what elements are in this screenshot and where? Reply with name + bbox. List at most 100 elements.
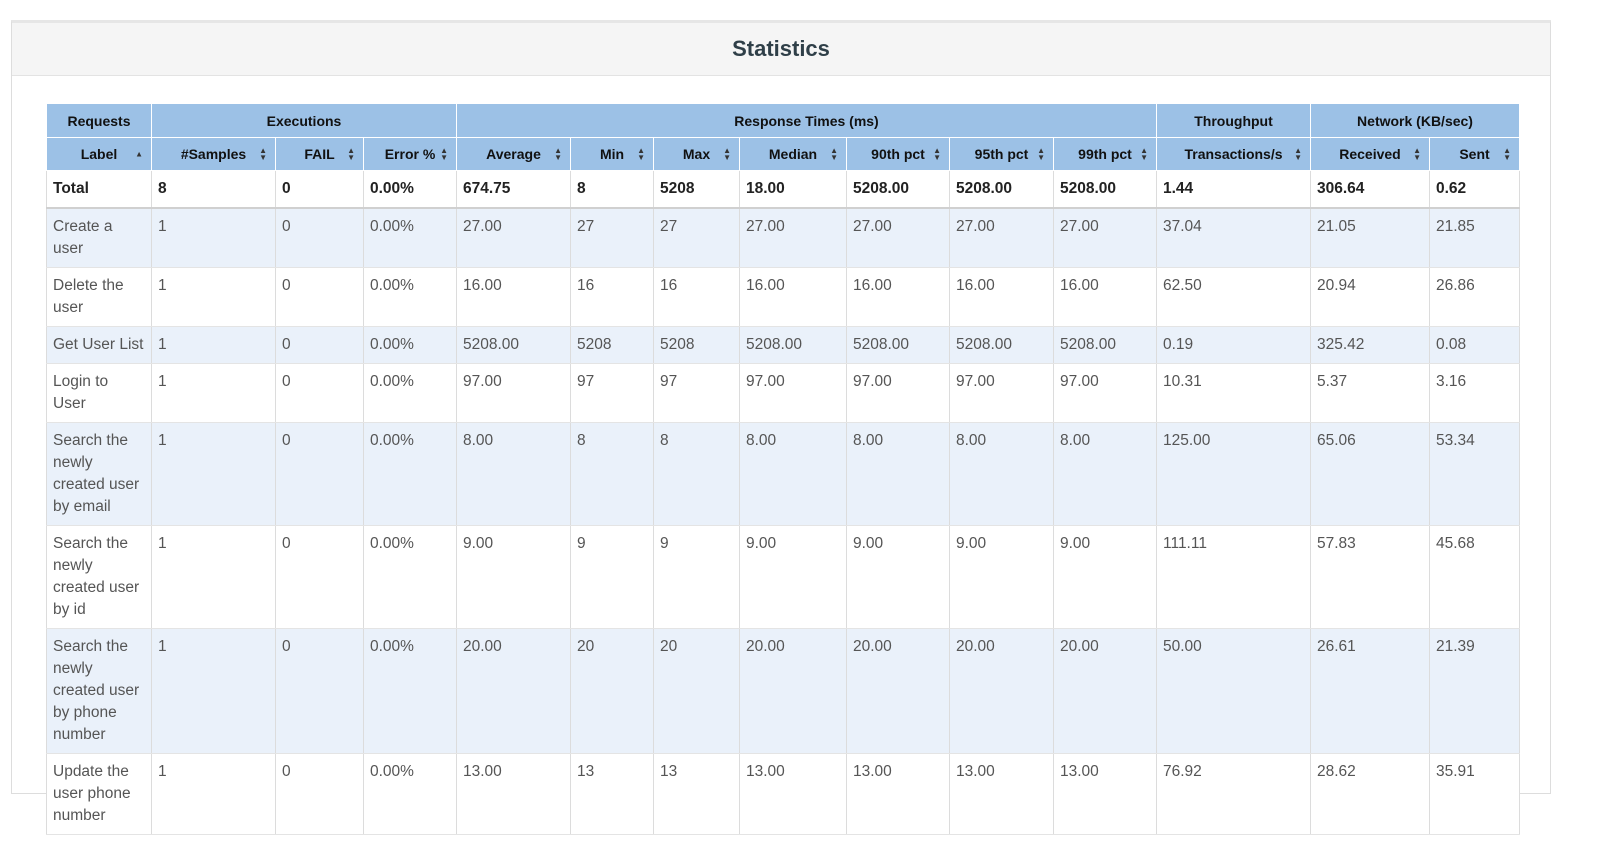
column-header-min[interactable]: Min ▲ ▼ <box>570 137 654 171</box>
table-body: Total 8 0 0.00% 674.75 8 5208 18.00 5208.00 5208.… <box>46 170 1521 835</box>
cell-max: 8 <box>653 422 740 526</box>
cell-max: 13 <box>653 753 740 835</box>
column-header-received[interactable]: Received ▲ ▼ <box>1310 137 1430 171</box>
column-header-label[interactable]: Label ▲ <box>46 137 152 171</box>
group-header-row: Requests Executions Response Times (ms) Thr… <box>46 103 1521 138</box>
cell-error: 0.00% <box>363 422 457 526</box>
sort-both-icon: ▲ ▼ <box>830 146 838 162</box>
cell-median: 20.00 <box>739 628 847 754</box>
row-label-cell: Create a user <box>46 208 152 268</box>
cell-average: 13.00 <box>456 753 571 835</box>
cell-samples: 1 <box>151 422 276 526</box>
cell-min: 8 <box>570 170 654 209</box>
column-header-label: Max <box>682 146 711 162</box>
statistics-panel: Statistics Requests Executions Response Ti… <box>11 20 1551 835</box>
cell-error: 0.00% <box>363 267 457 327</box>
page-title: Statistics <box>732 36 830 61</box>
cell-median: 27.00 <box>739 208 847 268</box>
cell-fail: 0 <box>275 753 364 835</box>
column-header-transactions-s[interactable]: Transactions/s ▲ ▼ <box>1156 137 1311 171</box>
cell-95th-pct: 27.00 <box>949 208 1054 268</box>
cell-max: 5208 <box>653 326 740 364</box>
statistics-table: Requests Executions Response Times (ms) Thr… <box>46 103 1521 835</box>
cell-transactions-s: 125.00 <box>1156 422 1311 526</box>
group-header-response-times-ms: Response Times (ms) <box>456 103 1157 138</box>
cell-transactions-s: 62.50 <box>1156 267 1311 327</box>
cell-error: 0.00% <box>363 525 457 629</box>
sort-both-icon: ▲ ▼ <box>440 146 448 162</box>
cell-median: 18.00 <box>739 170 847 209</box>
cell-max: 27 <box>653 208 740 268</box>
cell-99th-pct: 5208.00 <box>1053 326 1157 364</box>
column-header-label: Sent <box>1459 146 1490 162</box>
column-header-max[interactable]: Max ▲ ▼ <box>653 137 740 171</box>
cell-error: 0.00% <box>363 326 457 364</box>
column-header-label: Median <box>768 146 818 162</box>
sort-both-icon: ▲ ▼ <box>347 146 355 162</box>
cell-received: 306.64 <box>1310 170 1430 209</box>
column-header-label: Received <box>1339 146 1401 162</box>
cell-samples: 1 <box>151 628 276 754</box>
column-header-error[interactable]: Error % ▲ ▼ <box>363 137 457 171</box>
cell-99th-pct: 97.00 <box>1053 363 1157 423</box>
cell-95th-pct: 13.00 <box>949 753 1054 835</box>
cell-sent: 35.91 <box>1428 753 1521 835</box>
cell-error: 0.00% <box>363 170 457 209</box>
cell-sent: 26.86 <box>1428 267 1521 327</box>
panel-heading: Statistics <box>12 23 1550 76</box>
cell-average: 27.00 <box>456 208 571 268</box>
cell-transactions-s: 111.11 <box>1156 525 1311 629</box>
cell-fail: 0 <box>275 208 364 268</box>
row-label-cell: Delete the user <box>46 267 152 327</box>
cell-median: 8.00 <box>739 422 847 526</box>
cell-average: 16.00 <box>456 267 571 327</box>
cell-min: 20 <box>570 628 654 754</box>
column-header-samples[interactable]: #Samples ▲ ▼ <box>151 137 276 171</box>
cell-min: 5208 <box>570 326 654 364</box>
cell-max: 16 <box>653 267 740 327</box>
cell-fail: 0 <box>275 170 364 209</box>
column-header-label: 99th pct <box>1078 146 1132 162</box>
cell-95th-pct: 9.00 <box>949 525 1054 629</box>
cell-max: 9 <box>653 525 740 629</box>
group-header-throughput: Throughput <box>1156 103 1311 138</box>
row-label-cell: Search the newly created user by email <box>46 422 152 526</box>
sort-both-icon: ▲ ▼ <box>1503 146 1512 162</box>
cell-error: 0.00% <box>363 628 457 754</box>
cell-99th-pct: 13.00 <box>1053 753 1157 835</box>
column-header-median[interactable]: Median ▲ ▼ <box>739 137 847 171</box>
row-label-cell: Total <box>46 170 152 209</box>
column-header-95th-pct[interactable]: 95th pct ▲ ▼ <box>949 137 1054 171</box>
cell-fail: 0 <box>275 628 364 754</box>
cell-average: 9.00 <box>456 525 571 629</box>
column-header-average[interactable]: Average ▲ ▼ <box>456 137 571 171</box>
cell-min: 27 <box>570 208 654 268</box>
cell-sent: 45.68 <box>1428 525 1521 629</box>
cell-max: 20 <box>653 628 740 754</box>
row-label-cell: Update the user phone number <box>46 753 152 835</box>
cell-99th-pct: 5208.00 <box>1053 170 1157 209</box>
cell-95th-pct: 20.00 <box>949 628 1054 754</box>
cell-received: 5.37 <box>1310 363 1430 423</box>
cell-transactions-s: 37.04 <box>1156 208 1311 268</box>
column-header-label: Min <box>599 146 625 162</box>
cell-90th-pct: 20.00 <box>846 628 950 754</box>
cell-95th-pct: 5208.00 <box>949 170 1054 209</box>
cell-transactions-s: 76.92 <box>1156 753 1311 835</box>
cell-95th-pct: 16.00 <box>949 267 1054 327</box>
cell-transactions-s: 1.44 <box>1156 170 1311 209</box>
cell-sent: 0.62 <box>1428 170 1521 209</box>
row-label-cell: Login to User <box>46 363 152 423</box>
column-header-sent[interactable]: Sent ▲ ▼ <box>1428 137 1521 171</box>
cell-fail: 0 <box>275 422 364 526</box>
column-header-fail[interactable]: FAIL ▲ ▼ <box>275 137 364 171</box>
column-header-90th-pct[interactable]: 90th pct ▲ ▼ <box>846 137 950 171</box>
cell-sent: 21.85 <box>1428 208 1521 268</box>
cell-received: 28.62 <box>1310 753 1430 835</box>
group-header-executions: Executions <box>151 103 457 138</box>
cell-min: 8 <box>570 422 654 526</box>
cell-average: 674.75 <box>456 170 571 209</box>
column-header-99th-pct[interactable]: 99th pct ▲ ▼ <box>1053 137 1157 171</box>
cell-min: 97 <box>570 363 654 423</box>
cell-average: 97.00 <box>456 363 571 423</box>
